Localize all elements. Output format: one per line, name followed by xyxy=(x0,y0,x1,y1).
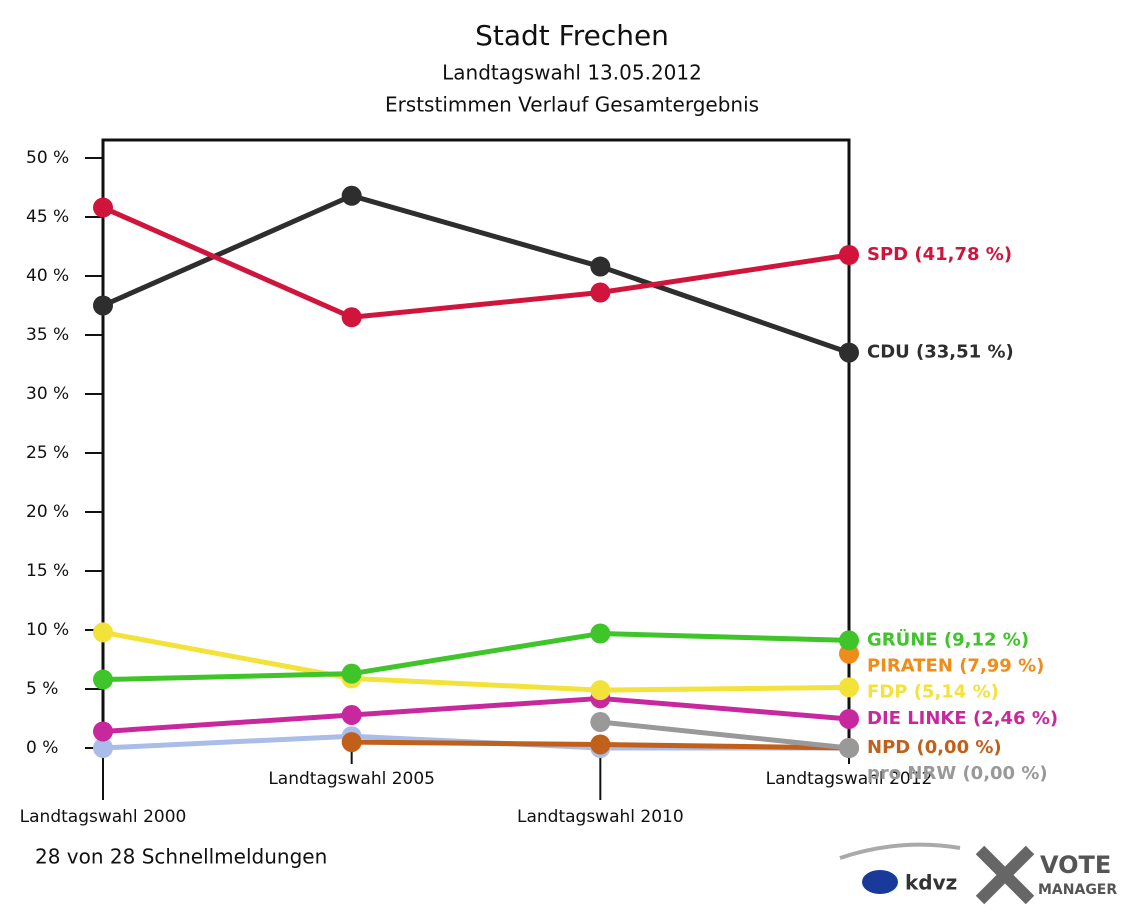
legend-label: SPD (41,78 %) xyxy=(867,244,1012,265)
legend-label: FDP (5,14 %) xyxy=(867,681,999,702)
point xyxy=(341,704,362,725)
legend-label: NPD (0,00 %) xyxy=(867,737,1002,758)
y-tick-label: 40 % xyxy=(26,266,69,286)
series-line xyxy=(102,695,850,734)
y-tick-label: 15 % xyxy=(26,561,69,581)
point xyxy=(839,342,859,363)
y-tick-label: 10 % xyxy=(26,620,69,640)
logo-cross xyxy=(975,845,1035,905)
footer: 28 von 28 Schnellmeldungen xyxy=(35,845,327,869)
point xyxy=(839,630,859,651)
logo-text: kdvz xyxy=(905,871,957,895)
series-line xyxy=(600,719,850,751)
y-tick-label: 5 % xyxy=(26,679,58,699)
point xyxy=(590,623,611,644)
point xyxy=(839,244,859,265)
point xyxy=(93,622,113,643)
series-line xyxy=(101,205,850,320)
y-tick-label: 25 % xyxy=(26,443,69,463)
x-tick-label: Landtagswahl 2000 xyxy=(20,807,187,827)
logo-text: MANAGER xyxy=(1038,882,1117,898)
point xyxy=(93,721,113,742)
point xyxy=(590,734,611,755)
chart-subtitle: Erststimmen Verlauf Gesamtergebnis xyxy=(385,93,759,117)
series-line xyxy=(102,631,850,683)
point xyxy=(93,738,113,758)
chart-title: Stadt Frechen xyxy=(475,19,669,52)
y-tick-label: 45 % xyxy=(26,207,69,227)
point xyxy=(839,677,859,698)
point xyxy=(839,708,859,729)
x-tick-label: Landtagswahl 2010 xyxy=(517,807,684,827)
plot-frame xyxy=(101,138,851,748)
logo-mark xyxy=(862,870,898,894)
x-tick-label: Landtagswahl 2005 xyxy=(268,769,435,789)
point xyxy=(341,663,362,684)
point xyxy=(341,307,362,328)
point xyxy=(590,712,611,733)
legend-label: CDU (33,51 %) xyxy=(867,342,1014,363)
point xyxy=(590,680,611,701)
chart-subtitle: Landtagswahl 13.05.2012 xyxy=(442,61,702,85)
point xyxy=(93,197,113,218)
y-tick-label: 50 % xyxy=(26,148,69,168)
point xyxy=(93,669,113,690)
legend-label: PIRATEN (7,99 %) xyxy=(867,655,1044,676)
series-line xyxy=(101,193,850,355)
point xyxy=(93,295,113,316)
point xyxy=(590,256,611,277)
point xyxy=(590,282,611,303)
point xyxy=(839,738,859,758)
point xyxy=(341,185,362,206)
logo-swoosh xyxy=(839,842,961,860)
logo-text: VOTE xyxy=(1040,851,1111,879)
point xyxy=(341,732,362,753)
x-tick-label: Landtagswahl 2012 xyxy=(766,769,933,789)
y-tick-label: 35 % xyxy=(26,325,69,345)
y-tick-label: 0 % xyxy=(26,738,58,758)
y-tick-label: 30 % xyxy=(26,384,69,404)
series-line xyxy=(102,629,850,693)
legend-label: DIE LINKE (2,46 %) xyxy=(867,708,1058,729)
legend-label: pro NRW (0,00 %) xyxy=(867,763,1048,784)
legend-label: GRÜNE (9,12 %) xyxy=(867,628,1029,650)
y-tick-label: 20 % xyxy=(26,502,69,522)
